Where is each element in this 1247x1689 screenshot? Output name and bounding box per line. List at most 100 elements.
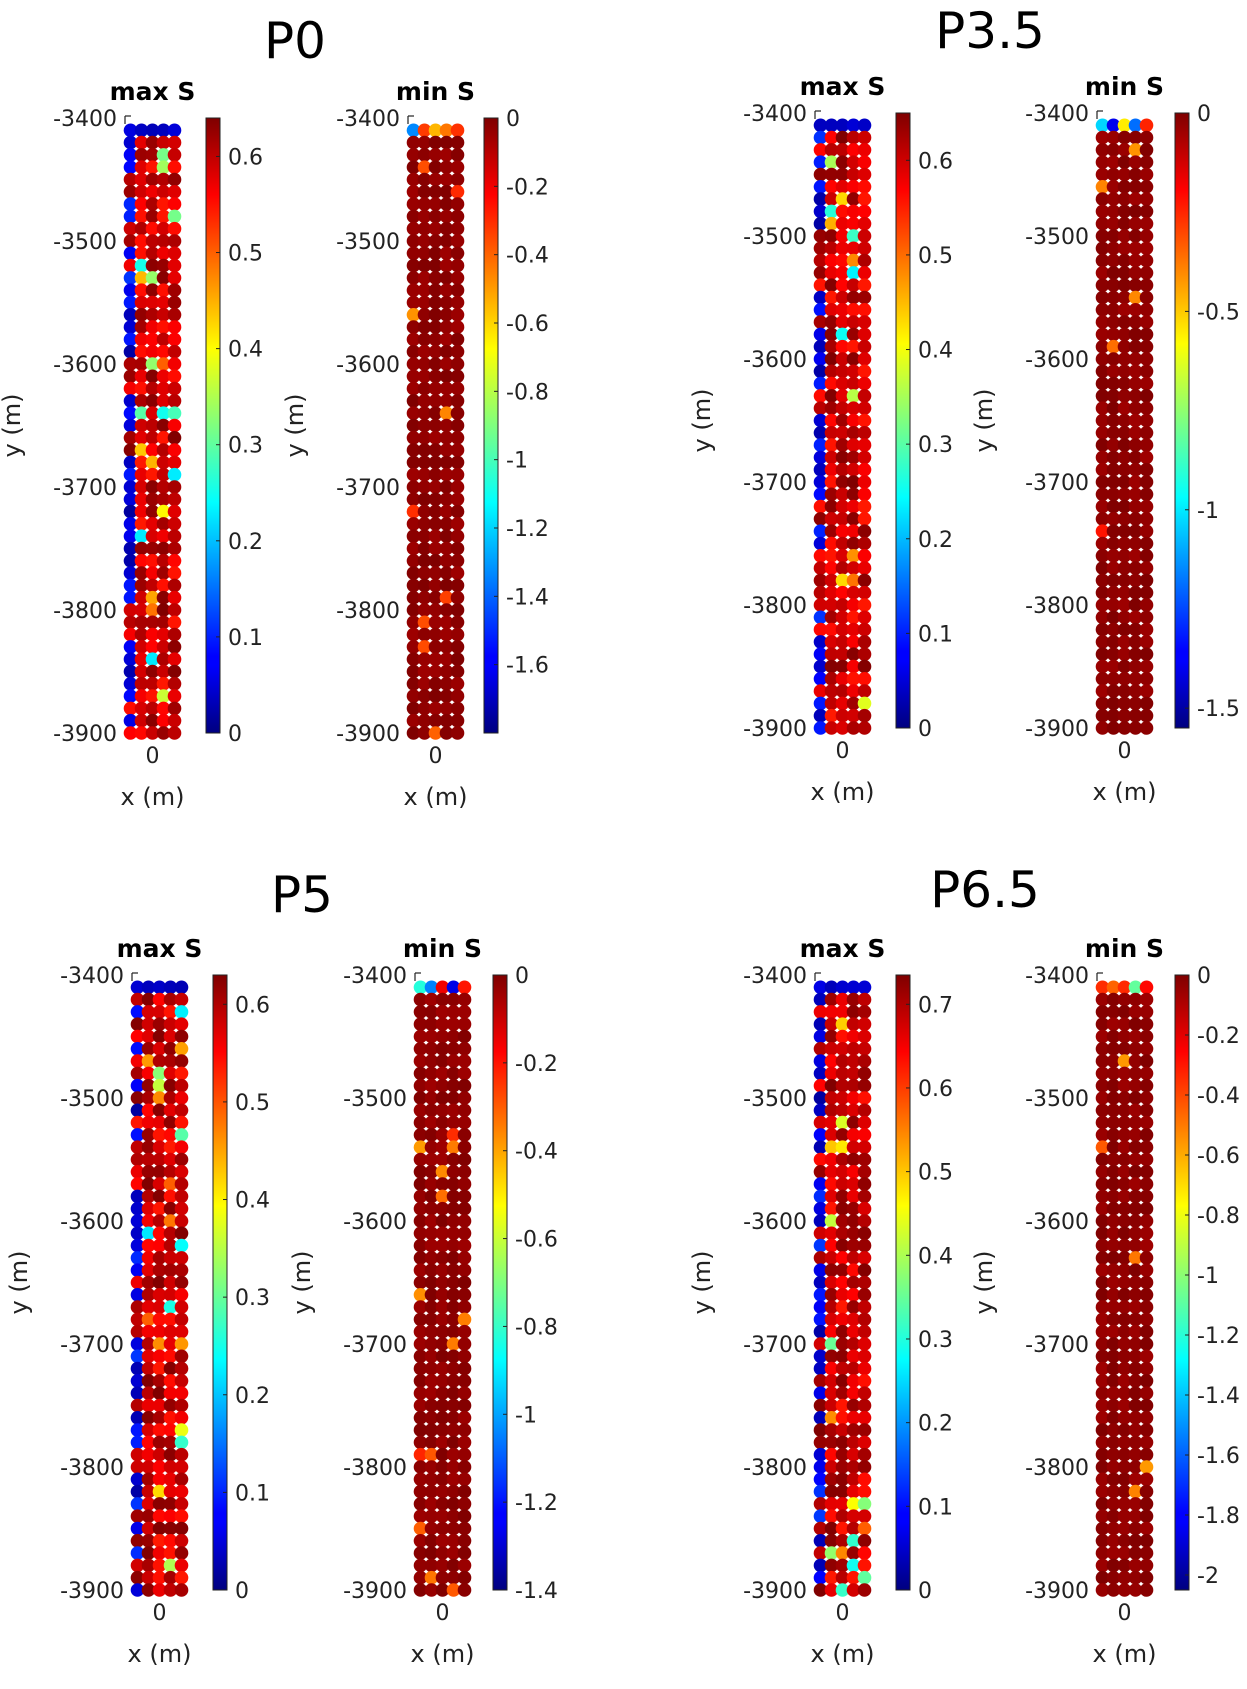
scatter-point [1139,118,1154,133]
scatter-point [167,689,182,703]
scatter-point [835,327,850,342]
scatter-point [857,696,872,711]
scatter-point [1106,1497,1121,1511]
x-axis-label: x (m) [1093,778,1157,806]
y-tick-label: -3700 [336,476,400,501]
scatter-point [1117,413,1132,428]
scatter-point [123,418,138,433]
scatter-point [156,418,171,433]
scatter-point [406,295,421,310]
scatter-point [824,1115,839,1130]
scatter-point [413,1128,428,1142]
scatter-point [1117,216,1132,231]
scatter-point [428,664,443,679]
y-tick-label: -3400 [343,964,407,989]
scatter-point [813,1238,828,1253]
scatter-point [174,1189,189,1204]
scatter-point [813,1324,828,1339]
scatter-point [141,1460,156,1474]
scatter-point [857,1558,872,1573]
scatter-point [406,209,421,224]
scatter-point [846,438,861,452]
scatter-point [435,1103,450,1118]
scatter-point [439,566,454,580]
scatter-point [428,431,443,445]
scatter-point [1095,992,1110,1007]
scatter-point [145,689,160,703]
scatter-point [130,1583,145,1597]
scatter-point [413,1103,428,1118]
scatter-point [846,1189,861,1204]
scatter-point [1095,155,1110,169]
scatter-point [835,1152,850,1167]
scatter-point [123,455,138,470]
scatter-point [1106,155,1121,169]
scatter-point [446,1152,461,1167]
scatter-point [406,566,421,580]
scatter-point [163,1078,178,1093]
scatter-point [1095,1447,1110,1462]
scatter-point [835,229,850,243]
panel-title: min S [396,77,475,106]
scatter-point [413,1054,428,1068]
scatter-point [450,431,465,445]
scatter-point [450,529,465,543]
scatter-point [141,1201,156,1216]
scatter-point [846,1386,861,1400]
scatter-point [1128,1263,1143,1277]
scatter-point [824,1263,839,1277]
scatter-point [134,431,149,445]
scatter-point [174,1128,189,1142]
scatter-point [145,726,160,740]
y-tick-label: -3800 [60,1456,124,1481]
scatter-point [1128,327,1143,342]
scatter-point [857,401,872,416]
scatter-point [1128,1398,1143,1413]
scatter-point [174,1226,189,1241]
scatter-point [1106,426,1121,440]
scatter-point [156,578,171,593]
scatter-point [1106,1189,1121,1204]
scatter-point [1128,1165,1143,1179]
y-axis-label: y (m) [688,389,716,453]
scatter-point [1128,1029,1143,1044]
scatter-point [413,1583,428,1597]
scatter-point [413,1165,428,1179]
scatter-point [130,1140,145,1154]
scatter-point [1128,1361,1143,1376]
scatter-point [174,1103,189,1118]
scatter-point [846,992,861,1007]
scatter-point [1095,364,1110,379]
scatter-point [152,1324,167,1339]
scatter-point [857,1497,872,1511]
scatter-point [1128,1386,1143,1400]
scatter-point [1139,1189,1154,1204]
scatter-point [167,308,182,322]
scatter-point [1095,426,1110,440]
scatter-point [457,1509,472,1523]
scatter-point [439,578,454,593]
scatter-point [835,1374,850,1388]
scatter-point [134,295,149,310]
scatter-point [1139,1521,1154,1536]
scatter-point [1139,1214,1154,1228]
scatter-point [835,155,850,169]
scatter-point [857,1017,872,1031]
scatter-point [1095,1140,1110,1154]
scatter-point [857,980,872,995]
scatter-point [424,1054,439,1068]
y-tick-label: -3600 [1025,348,1089,373]
x-axis-label: x (m) [811,1640,875,1668]
scatter-point [1139,1337,1154,1351]
scatter-point [156,480,171,494]
scatter-point [1128,1349,1143,1364]
scatter-point [824,192,839,206]
scatter-point [1095,180,1110,194]
scatter-point [857,1521,872,1536]
scatter-point [835,524,850,538]
scatter-point [824,1054,839,1068]
scatter-point [1139,549,1154,563]
scatter-point [457,980,472,995]
scatter-point [1095,1177,1110,1191]
scatter-point [1128,1497,1143,1511]
